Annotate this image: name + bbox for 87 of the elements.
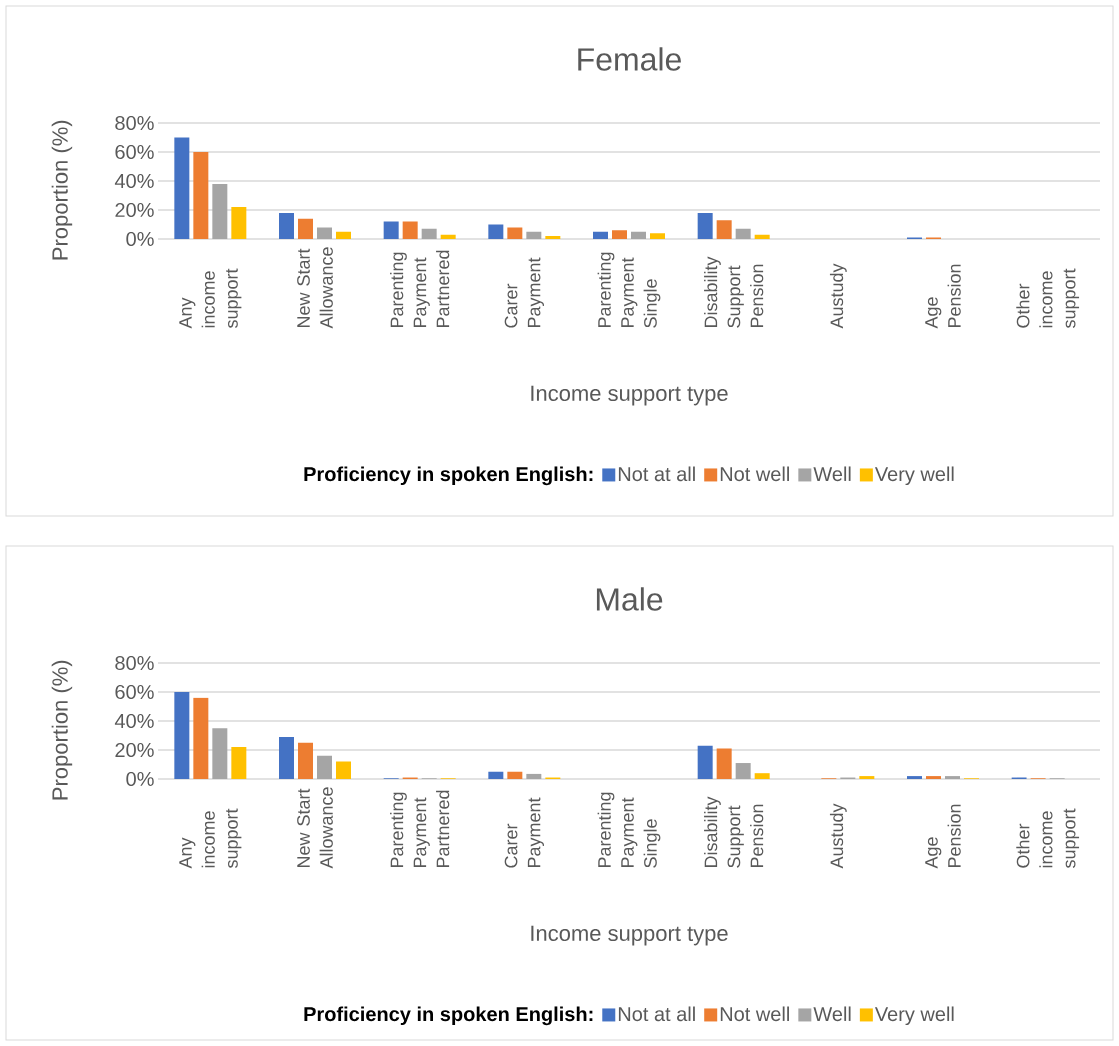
bar [631, 231, 646, 239]
bar [174, 691, 190, 779]
x-tick-label: Carer Payment [504, 257, 544, 328]
bar [650, 233, 665, 239]
bar [526, 231, 542, 239]
bar [279, 736, 294, 779]
bar [612, 230, 627, 239]
bar [926, 776, 941, 779]
bar [231, 207, 247, 239]
x-tick-label: Parenting Payment Partnered [390, 790, 450, 868]
x-tick-label: Age Pension [925, 804, 961, 869]
bar [488, 224, 504, 239]
bar [174, 137, 190, 239]
bar [336, 231, 352, 239]
bar [716, 220, 732, 239]
bar [697, 212, 713, 239]
x-tick-label: Carer Payment [504, 797, 544, 868]
bar [507, 771, 523, 779]
bar [298, 218, 313, 239]
bar [440, 234, 456, 239]
y-tick-label: 60% [115, 684, 154, 700]
bar [193, 697, 209, 779]
y-tick-label: 20% [115, 202, 154, 218]
legend-label: Well [813, 466, 851, 482]
legend-label: Not well [720, 1006, 789, 1022]
legend-label: Very well [874, 1006, 954, 1026]
legend-label: Very well [874, 466, 954, 486]
x-tick-label: New Start Allowance [297, 787, 333, 869]
legend-label: Not at all [618, 466, 695, 482]
bar [212, 728, 228, 779]
bar [317, 755, 332, 779]
y-tick-label: 0% [126, 231, 154, 247]
x-tick-label: Austudy [829, 803, 847, 869]
chart-title: Female [578, 47, 681, 71]
y-tick-label: 60% [115, 144, 154, 160]
bar [231, 747, 247, 779]
bar [421, 228, 437, 239]
chart-title: Male [596, 587, 663, 611]
bar [402, 221, 418, 239]
bar [507, 227, 523, 239]
x-tick-label: Other income support [1016, 268, 1080, 329]
bar [488, 771, 504, 779]
y-axis-title: Proportion (%) [51, 660, 73, 800]
y-tick-label: 0% [126, 771, 154, 787]
bar [945, 776, 960, 779]
x-tick-label: Austudy [829, 263, 847, 329]
y-axis-title: Proportion (%) [51, 120, 73, 260]
legend-title: Proficiency in spoken English: [304, 466, 593, 486]
x-tick-label: Parenting Payment Single [597, 252, 661, 328]
x-tick-label: New Start Allowance [297, 247, 333, 329]
x-tick-label: Other income support [1016, 808, 1080, 869]
x-tick-label: Disability Support Pension [704, 256, 764, 328]
bar [593, 231, 608, 239]
bar [716, 748, 732, 779]
y-tick-label: 40% [114, 713, 154, 729]
bar [317, 227, 332, 239]
y-tick-label: 80% [115, 655, 154, 671]
x-tick-label: Parenting Payment Partnered [390, 250, 450, 328]
y-tick-label: 40% [114, 173, 154, 189]
x-tick-label: Parenting Payment Single [597, 792, 661, 868]
bar [735, 228, 751, 239]
x-axis-title: Income support type [531, 385, 728, 406]
bar [859, 776, 875, 779]
bar [212, 183, 228, 239]
y-tick-label: 80% [115, 115, 154, 131]
bar [754, 773, 770, 779]
x-tick-label: Any income support [179, 808, 242, 869]
bar [526, 773, 542, 779]
x-tick-label: Disability Support Pension [704, 796, 764, 868]
legend-title: Proficiency in spoken English: [304, 1006, 593, 1026]
bar [735, 763, 751, 779]
legend-label: Well [813, 1006, 851, 1022]
bar [193, 152, 209, 239]
y-tick-label: 20% [115, 742, 154, 758]
bar [298, 742, 313, 779]
x-tick-label: Age Pension [925, 264, 961, 329]
bar [279, 212, 294, 239]
bar [907, 776, 922, 779]
x-axis-title: Income support type [531, 925, 728, 946]
bar [754, 234, 770, 239]
legend-label: Not well [720, 466, 789, 482]
bar [336, 761, 352, 779]
bar [697, 745, 713, 779]
x-tick-label: Any income support [179, 268, 242, 329]
bar [383, 221, 399, 239]
bar [545, 236, 561, 239]
legend-label: Not at all [618, 1006, 695, 1022]
